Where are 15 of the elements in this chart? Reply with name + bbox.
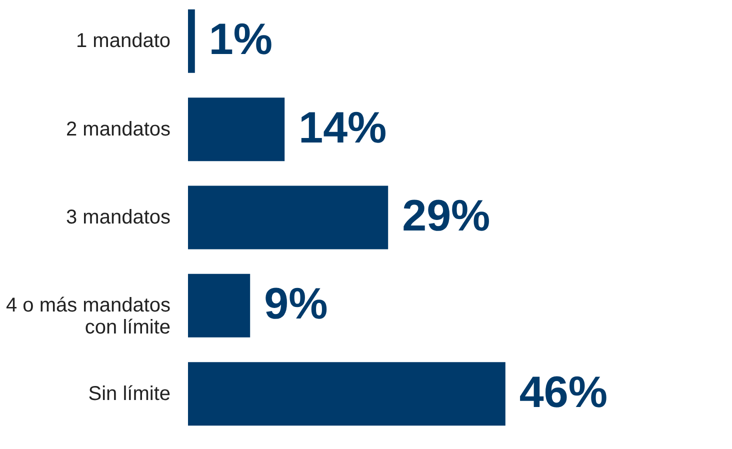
y-tick-label: 1 mandato (76, 30, 170, 52)
bar (188, 274, 250, 338)
bar (188, 9, 195, 73)
bar (188, 186, 388, 250)
data-label: 14% (298, 103, 387, 152)
y-tick-label: 4 o más mandatos con límite (6, 294, 170, 339)
data-label: 9% (264, 280, 328, 329)
bar (188, 362, 506, 426)
data-label: 29% (402, 192, 490, 240)
data-label: 46% (519, 368, 608, 417)
y-tick-label: 2 mandatos (66, 118, 170, 140)
data-label: 1% (208, 15, 272, 64)
y-tick-label: Sin límite (88, 382, 170, 405)
y-tick-label: 3 mandatos (66, 206, 170, 228)
bar (188, 98, 285, 162)
